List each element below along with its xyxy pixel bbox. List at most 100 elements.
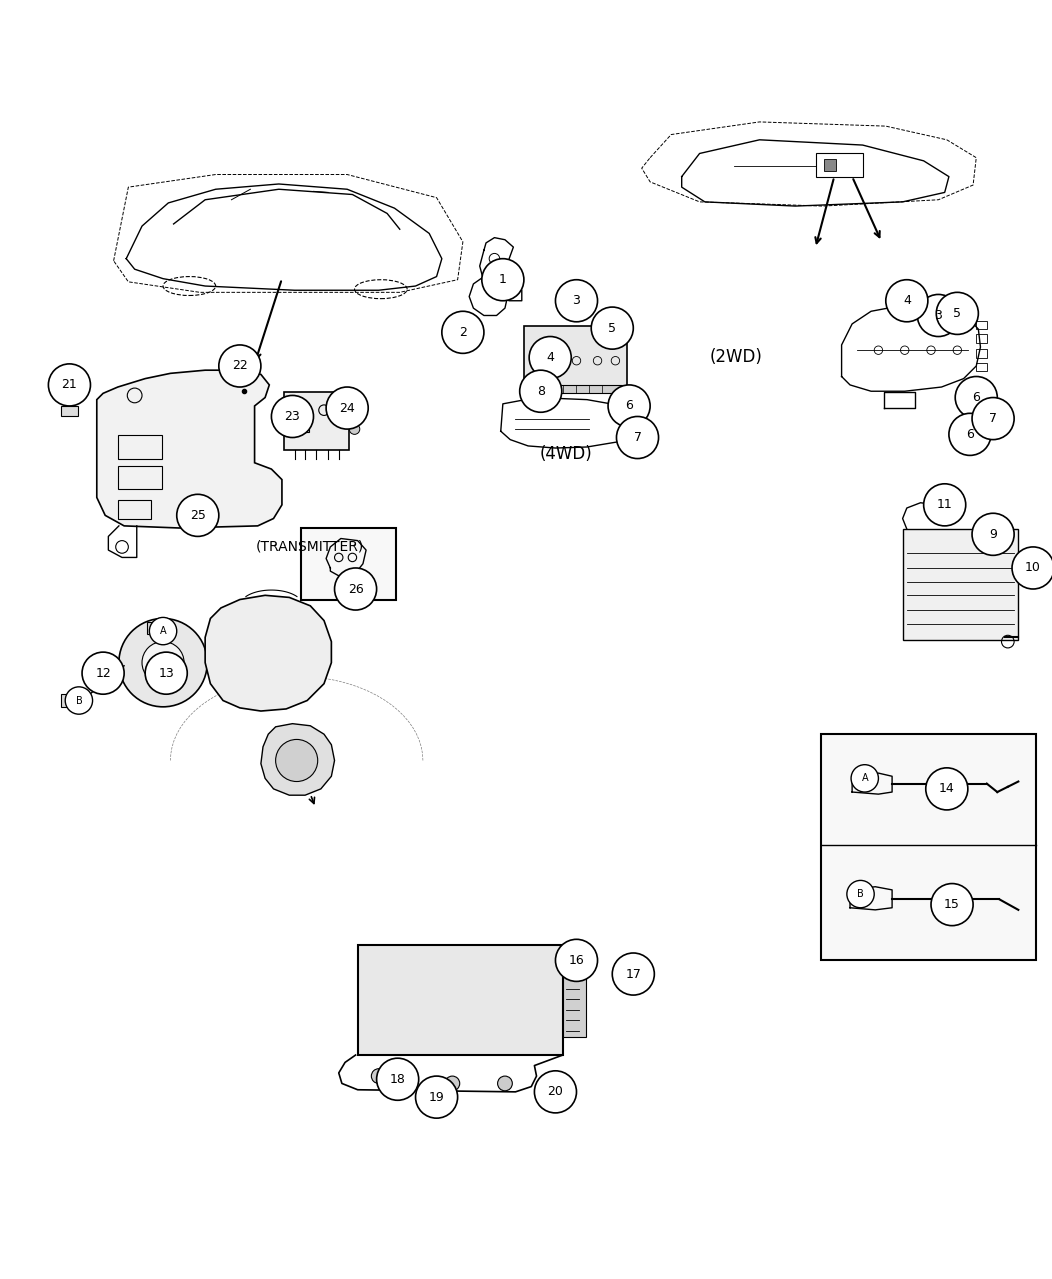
Bar (821, 734, 1036, 961)
Circle shape (119, 619, 207, 707)
Text: 4: 4 (546, 350, 554, 365)
Circle shape (534, 1071, 576, 1113)
Circle shape (445, 1076, 460, 1091)
Text: 5: 5 (608, 321, 616, 335)
Bar (61, 694, 80, 707)
Bar (284, 393, 349, 450)
Circle shape (972, 398, 1014, 440)
Bar (118, 435, 162, 459)
Circle shape (442, 311, 484, 353)
Text: B: B (857, 889, 864, 899)
Text: 23: 23 (285, 411, 300, 423)
Circle shape (416, 1076, 458, 1118)
Bar (61, 405, 78, 417)
Bar (147, 622, 170, 634)
Bar (358, 945, 563, 1055)
Circle shape (520, 370, 562, 412)
Bar (976, 334, 987, 343)
Bar (290, 403, 309, 432)
Circle shape (972, 513, 1014, 555)
Circle shape (616, 417, 659, 459)
Circle shape (371, 1069, 386, 1083)
Text: 16: 16 (569, 954, 584, 967)
Bar (903, 530, 1018, 640)
Circle shape (926, 767, 968, 810)
Text: 5: 5 (953, 307, 962, 320)
Text: 10: 10 (1025, 561, 1041, 574)
Circle shape (326, 388, 368, 428)
Circle shape (149, 618, 177, 645)
Circle shape (142, 642, 184, 684)
Text: (TRANSMITTER): (TRANSMITTER) (257, 540, 364, 554)
Polygon shape (97, 370, 282, 528)
Circle shape (608, 385, 650, 427)
Text: (2WD): (2WD) (710, 348, 763, 366)
Text: 24: 24 (340, 402, 355, 414)
Text: 1: 1 (499, 274, 507, 286)
Circle shape (82, 652, 124, 694)
Text: 15: 15 (944, 898, 960, 911)
Circle shape (936, 293, 978, 334)
Circle shape (924, 483, 966, 526)
Polygon shape (261, 724, 335, 796)
Text: A: A (862, 774, 868, 783)
Polygon shape (205, 595, 331, 711)
Text: 25: 25 (189, 509, 206, 522)
Bar (824, 159, 836, 171)
Circle shape (65, 687, 93, 714)
Circle shape (555, 939, 598, 981)
Circle shape (1012, 547, 1052, 590)
Circle shape (145, 652, 187, 694)
Text: 3: 3 (934, 310, 943, 322)
Circle shape (886, 280, 928, 322)
Circle shape (335, 568, 377, 610)
Text: 14: 14 (939, 783, 954, 796)
Circle shape (276, 739, 318, 781)
Circle shape (931, 884, 973, 926)
Text: A: A (160, 627, 166, 636)
Circle shape (917, 294, 959, 336)
Text: 11: 11 (937, 499, 952, 512)
Circle shape (591, 307, 633, 349)
Text: 12: 12 (96, 666, 110, 679)
Text: 4: 4 (903, 294, 911, 307)
Circle shape (271, 395, 313, 437)
Text: (4WD): (4WD) (540, 445, 592, 463)
Circle shape (482, 258, 524, 301)
Text: 22: 22 (232, 359, 247, 372)
Circle shape (612, 953, 654, 995)
Text: 20: 20 (547, 1086, 564, 1099)
Circle shape (847, 880, 874, 908)
Text: 6: 6 (625, 399, 633, 412)
Text: 3: 3 (572, 294, 581, 307)
Bar (524, 326, 627, 388)
Circle shape (955, 376, 997, 418)
Bar (301, 528, 396, 600)
Text: 17: 17 (625, 967, 642, 981)
Text: 21: 21 (62, 379, 77, 391)
Circle shape (349, 423, 360, 435)
Circle shape (392, 1069, 407, 1083)
Bar (976, 321, 987, 329)
Circle shape (177, 494, 219, 536)
Circle shape (219, 345, 261, 388)
Circle shape (529, 336, 571, 379)
Circle shape (851, 765, 878, 792)
Circle shape (498, 1076, 512, 1091)
Text: 6: 6 (966, 428, 974, 441)
Text: 26: 26 (348, 582, 363, 596)
Bar (976, 349, 987, 358)
Circle shape (377, 1058, 419, 1100)
Text: 9: 9 (989, 528, 997, 541)
Bar (118, 466, 162, 489)
Text: 6: 6 (972, 391, 980, 404)
Text: 8: 8 (537, 385, 545, 398)
Text: 19: 19 (429, 1091, 444, 1104)
Text: 7: 7 (989, 412, 997, 425)
Bar (529, 385, 622, 394)
Text: 2: 2 (459, 326, 467, 339)
Bar (118, 500, 151, 518)
Bar (976, 363, 987, 371)
Text: 18: 18 (389, 1073, 406, 1086)
Circle shape (949, 413, 991, 455)
